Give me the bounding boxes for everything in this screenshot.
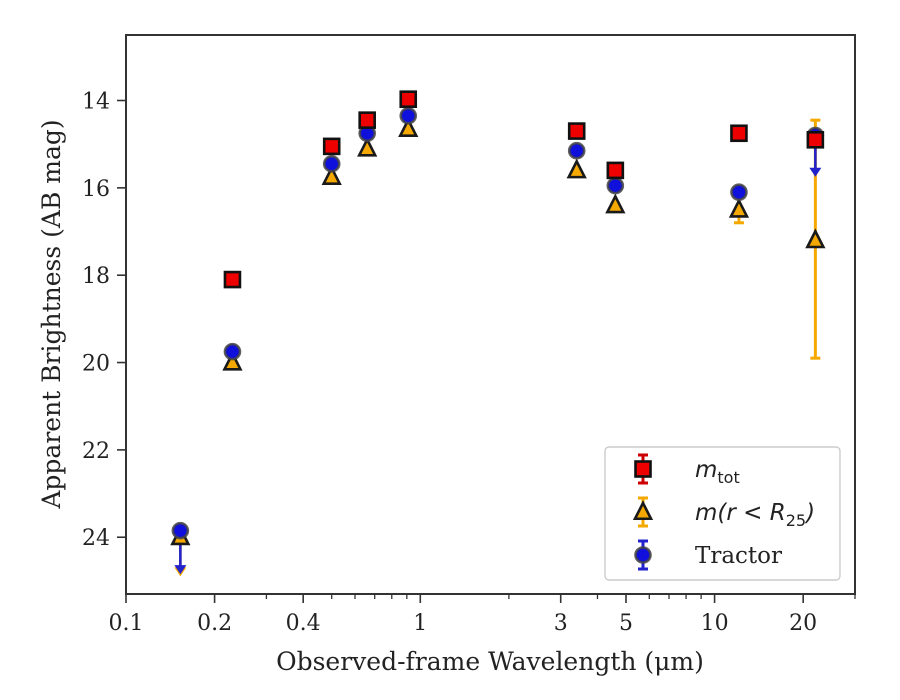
y-tick-label: 14 (82, 90, 110, 115)
legend-label-main: Tractor (695, 543, 782, 569)
legend-label-subscript: 25 (786, 511, 806, 530)
legend-entry-label: Tractor (695, 543, 782, 569)
legend-box (604, 446, 841, 581)
legend-label-main: m(r < R (695, 500, 786, 526)
triangle-marker (805, 228, 826, 249)
triangle-marker (632, 500, 654, 521)
x-tick-label: 20 (789, 611, 817, 636)
x-axis: 0.1 0.2 0.4 1 3 5 10 20 (109, 594, 856, 636)
x-tick-label: 0.4 (286, 611, 321, 636)
square-marker (606, 161, 625, 180)
circle-marker (606, 176, 625, 195)
y-axis: 14 16 18 20 22 24 (82, 90, 126, 551)
x-tick-label: 3 (554, 611, 568, 636)
triangle-marker (398, 117, 419, 137)
plot-frame (125, 34, 856, 595)
triangle-marker (728, 197, 750, 218)
square-marker (358, 111, 376, 129)
square-marker (399, 90, 418, 108)
circle-marker (567, 141, 586, 160)
circle-marker (322, 155, 341, 173)
legend-label-main: m (695, 457, 717, 483)
square-marker (322, 137, 341, 156)
square-marker (634, 460, 652, 478)
circle-marker (634, 546, 652, 564)
data-markers (170, 90, 826, 546)
circle-marker (730, 183, 748, 202)
circle-marker (223, 342, 242, 361)
triangle-marker (222, 350, 243, 371)
legend-entry-label: mtot (695, 457, 740, 487)
triangle-marker (605, 193, 626, 214)
upper-limit-arrowhead (809, 167, 822, 177)
y-tick-label: 24 (82, 526, 110, 551)
legend: mtot m(r < R25) Tractor (604, 446, 841, 581)
square-marker (806, 131, 825, 149)
y-tick-label: 16 (82, 177, 110, 202)
triangle-marker (357, 136, 378, 157)
legend-entry-label: m(r < R25) (695, 500, 815, 530)
y-tick-label: 22 (82, 439, 110, 464)
y-tick-label: 20 (82, 352, 110, 377)
y-axis-label: Apparent Brightness (AB mag) (37, 119, 66, 509)
x-tick-label: 5 (619, 611, 633, 636)
x-tick-label: 0.2 (197, 611, 232, 636)
square-marker (730, 124, 748, 143)
circle-marker (399, 106, 418, 125)
triangle-marker (321, 165, 342, 185)
x-axis-label: Observed-frame Wavelength (μm) (276, 647, 704, 676)
square-marker (567, 122, 586, 140)
x-tick-label: 0.1 (109, 611, 144, 636)
x-tick-label: 1 (413, 611, 427, 636)
legend-label-subscript: tot (717, 468, 739, 487)
y-tick-label: 18 (82, 264, 110, 289)
legend-label-tail: ) (804, 500, 815, 526)
circle-marker (171, 521, 190, 540)
square-marker (223, 270, 242, 289)
upper-limit-arrowhead (174, 565, 187, 575)
x-tick-label: 10 (701, 611, 729, 636)
triangle-marker (566, 158, 587, 179)
